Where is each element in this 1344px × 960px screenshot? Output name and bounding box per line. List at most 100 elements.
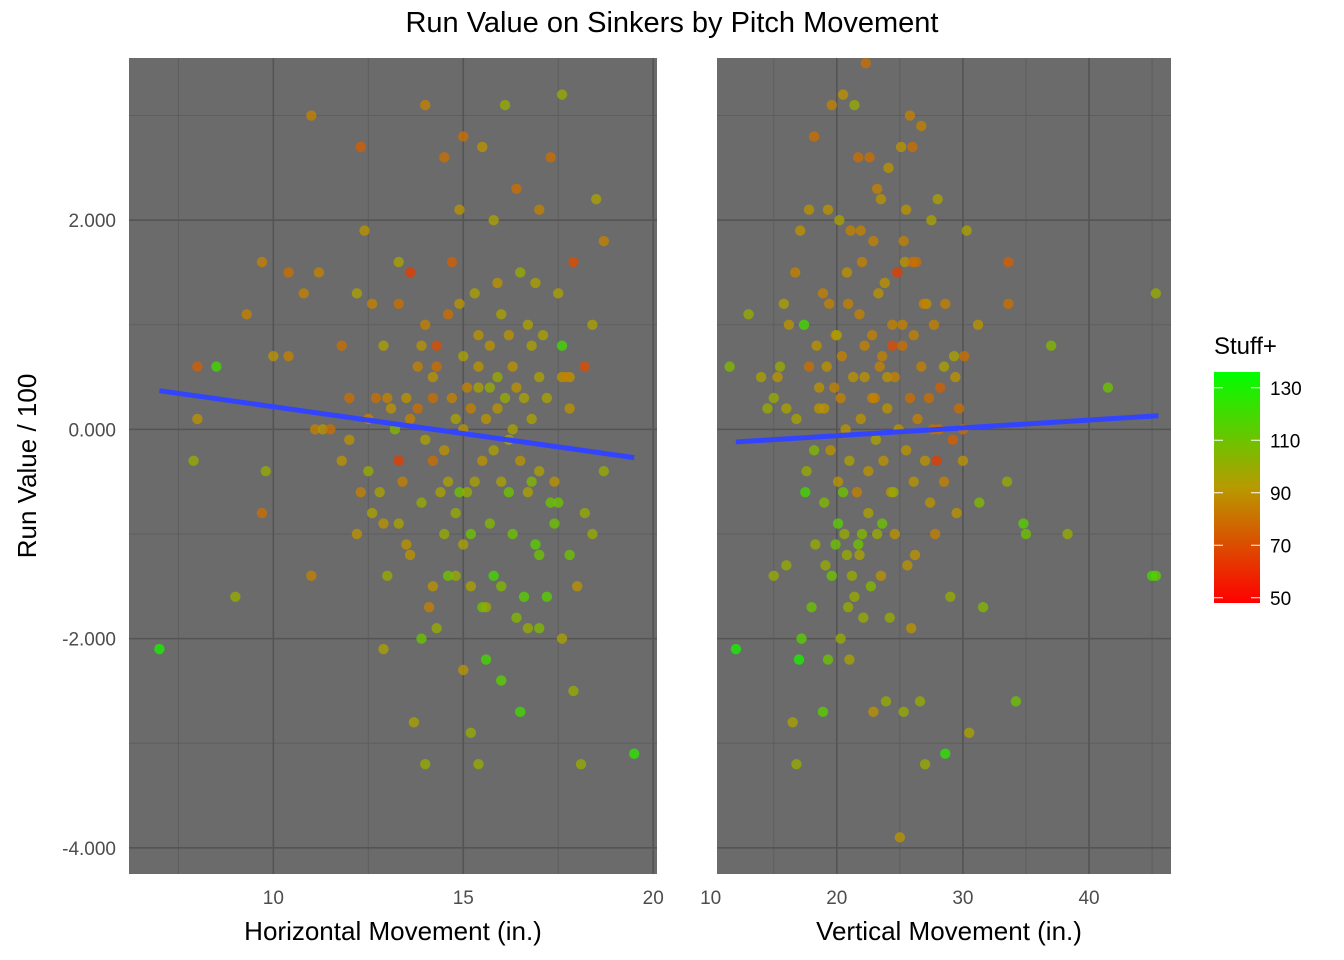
data-point xyxy=(397,476,408,487)
data-point xyxy=(450,413,461,425)
data-point xyxy=(783,319,795,330)
x-axis-title-horizontal: Horizontal Movement (in.) xyxy=(244,916,542,946)
data-point xyxy=(854,309,865,320)
data-point xyxy=(796,633,807,644)
data-point xyxy=(511,382,522,393)
data-point xyxy=(480,654,492,665)
data-point xyxy=(393,518,404,529)
data-point xyxy=(477,455,488,466)
data-point xyxy=(855,225,866,236)
data-point xyxy=(416,497,427,508)
data-point xyxy=(336,340,347,351)
data-point xyxy=(587,319,598,330)
data-point xyxy=(835,392,846,404)
data-point xyxy=(465,727,477,738)
panel-background xyxy=(129,58,657,874)
data-point xyxy=(897,319,908,330)
data-point xyxy=(964,727,975,738)
data-point xyxy=(895,141,907,153)
data-point xyxy=(484,518,496,529)
data-point xyxy=(306,570,317,582)
data-point xyxy=(420,434,431,446)
data-point xyxy=(875,194,887,205)
data-point xyxy=(874,361,885,372)
data-point xyxy=(789,267,801,278)
data-point xyxy=(835,633,846,644)
data-point xyxy=(465,403,477,414)
data-point xyxy=(916,361,927,372)
data-point xyxy=(774,361,786,372)
data-point xyxy=(389,424,401,435)
data-point xyxy=(416,340,427,351)
data-point xyxy=(855,413,866,425)
data-point xyxy=(863,507,874,519)
data-point xyxy=(1020,528,1032,540)
data-point xyxy=(791,413,802,425)
data-point xyxy=(908,476,919,487)
data-point xyxy=(530,277,541,289)
data-point xyxy=(401,539,412,550)
data-point xyxy=(787,717,798,728)
data-point xyxy=(904,392,916,404)
data-point xyxy=(888,486,899,498)
data-point xyxy=(268,350,279,362)
data-point xyxy=(534,204,545,215)
data-point xyxy=(826,99,837,111)
data-point xyxy=(579,507,591,519)
data-point xyxy=(446,256,458,268)
data-point xyxy=(755,371,767,383)
data-point xyxy=(830,539,841,550)
data-point xyxy=(499,392,511,404)
data-point xyxy=(1102,382,1114,393)
data-point xyxy=(560,371,572,383)
data-point xyxy=(492,371,503,383)
data-point xyxy=(313,267,325,278)
data-point xyxy=(556,633,568,644)
data-point xyxy=(931,455,942,466)
data-point xyxy=(351,528,363,540)
data-point xyxy=(256,507,268,519)
data-point xyxy=(439,152,450,163)
data-point xyxy=(359,225,370,236)
data-point xyxy=(871,183,883,194)
data-point xyxy=(511,183,522,194)
data-point xyxy=(496,581,507,592)
data-point xyxy=(781,560,792,571)
data-point xyxy=(866,392,878,404)
x-tick-label: 15 xyxy=(453,888,474,909)
data-point xyxy=(977,602,989,613)
data-point xyxy=(325,424,336,435)
data-point xyxy=(427,371,439,383)
data-point xyxy=(439,528,450,540)
data-point xyxy=(442,570,454,582)
data-point xyxy=(806,602,817,613)
data-point xyxy=(336,455,347,466)
data-point xyxy=(1150,570,1162,582)
data-point xyxy=(587,528,598,540)
trend-line xyxy=(735,413,1159,445)
data-point xyxy=(385,403,397,414)
x-tick-label: 40 xyxy=(1078,888,1099,909)
data-point xyxy=(344,434,355,446)
data-point xyxy=(492,403,503,414)
data-point xyxy=(473,758,484,770)
data-point xyxy=(1018,518,1029,529)
data-point xyxy=(841,267,853,278)
data-point xyxy=(898,706,909,718)
data-point xyxy=(461,382,473,393)
data-point xyxy=(935,382,946,393)
data-point xyxy=(488,570,499,582)
data-point xyxy=(831,330,843,341)
data-point xyxy=(813,382,825,393)
data-point xyxy=(824,298,835,310)
data-point xyxy=(507,361,518,372)
data-point xyxy=(378,340,389,351)
data-point xyxy=(534,371,545,383)
data-point xyxy=(801,466,812,477)
data-point xyxy=(1003,256,1014,268)
data-point xyxy=(431,340,442,351)
data-point xyxy=(820,560,831,571)
data-point xyxy=(534,622,545,634)
data-point xyxy=(940,298,951,310)
panel-horizontal-movement: 10 15 20 xyxy=(129,58,664,909)
